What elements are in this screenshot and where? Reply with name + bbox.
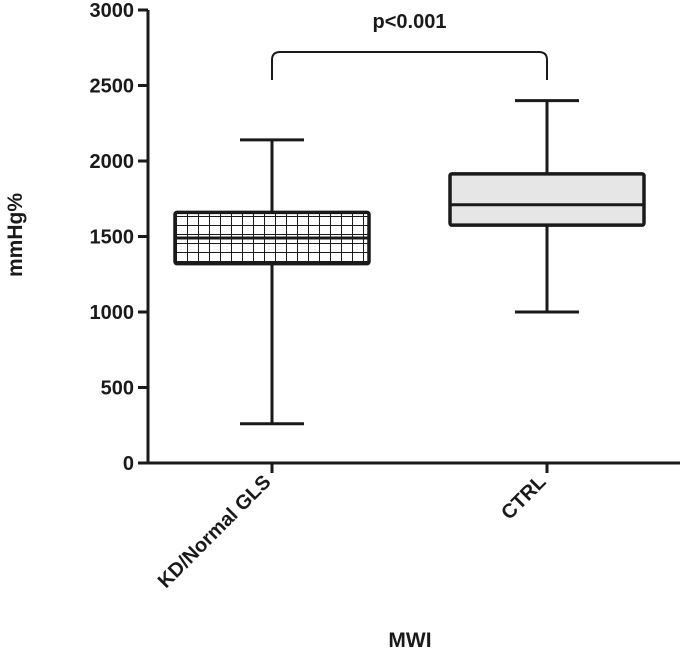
y-tick-label: 2500 — [90, 76, 135, 98]
y-axis: 0 500 1000 1500 2000 2500 3000 — [90, 0, 150, 475]
y-tick-label: 3000 — [90, 0, 135, 22]
y-tick-label: 0 — [123, 453, 134, 475]
y-tick-label: 1000 — [90, 302, 135, 324]
significance-annotation: p<0.001 — [271, 11, 548, 80]
x-axis: KD/Normal GLS CTRL — [148, 461, 680, 593]
significance-bracket — [271, 51, 548, 80]
x-category-label: KD/Normal GLS — [154, 471, 276, 593]
p-value-label: p<0.001 — [373, 11, 447, 33]
y-tick-label: 500 — [101, 378, 134, 400]
box-iqr — [448, 172, 646, 227]
box-group — [448, 99, 646, 314]
y-tick-label: 2000 — [90, 151, 135, 173]
box-group — [173, 138, 371, 426]
x-category-label: CTRL — [497, 471, 550, 524]
y-axis-title: mmHg% — [4, 193, 27, 277]
y-tick-label: 1500 — [90, 227, 135, 249]
boxes — [173, 99, 646, 426]
x-axis-title: MWI — [388, 629, 431, 652]
